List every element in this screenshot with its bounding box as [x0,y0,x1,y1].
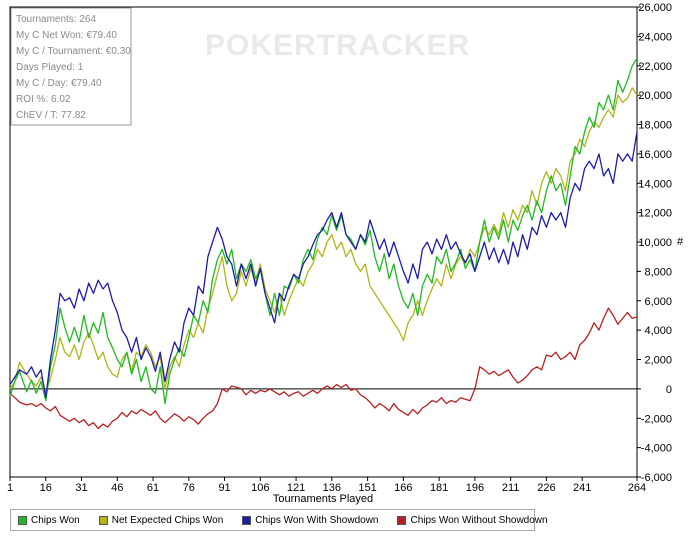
x-tick-label: 61 [147,482,159,494]
x-tick-label: 166 [394,482,412,494]
y-tick-label: 20,000 [638,90,672,102]
y-axis: -6,000 -4,000 -2,000 0 2,000 4,000 6,000 8,000 1… [637,2,672,484]
series-line-chips-won [9,58,638,405]
series-line-without-showdown [9,307,638,430]
legend-swatch-chips-won [18,515,27,525]
watermark-logo: POKERTRACKER [205,29,470,62]
y-tick-label: 22,000 [638,61,672,73]
y-tick-label: 10,000 [638,237,672,249]
y-axis-title: # [677,236,684,248]
stat-days-played: Days Played: 1 [16,62,84,73]
x-axis: 1 16 31 46 61 76 91 106 121 136 151 166 181 196 211 226… [7,477,646,494]
stats-box: Tournaments: 264 My C Net Won: €79.40 My… [10,7,132,126]
stat-chev: ChEV / T: 77.82 [16,110,86,121]
legend-item-with-showdown[interactable]: Chips Won With Showdown [242,515,378,526]
x-tick-label: 264 [628,482,646,494]
stat-per-tournament: My C / Tournament: €0.30 [16,46,131,57]
x-tick-label: 76 [183,482,195,494]
legend: Chips Won Net Expected Chips Won Chips W… [10,509,548,531]
series-line-net-expected [9,87,638,393]
y-tick-label: 6,000 [644,296,672,308]
y-tick-label: 2,000 [644,355,672,367]
y-tick-label: -4,000 [641,443,672,455]
y-tick-label: 8,000 [644,266,672,278]
x-tick-label: 1 [7,482,13,494]
legend-item-without-showdown[interactable]: Chips Won Without Showdown [397,514,548,526]
x-tick-label: 181 [430,482,448,494]
x-tick-label: 16 [40,482,52,494]
x-tick-label: 226 [537,482,555,494]
y-tick-label: -2,000 [641,413,672,425]
y-tick-label: 18,000 [638,120,672,132]
x-tick-label: 196 [466,482,484,494]
legend-item-chips-won[interactable]: Chips Won [18,515,80,526]
x-tick-label: 121 [287,482,305,494]
x-tick-label: 241 [573,482,591,494]
y-tick-label: 4,000 [644,325,672,337]
legend-label: Chips Won Without Showdown [410,514,548,526]
y-tick-label: 16,000 [638,149,672,161]
stat-per-day: My C / Day: €79.40 [16,78,102,89]
x-tick-label: 136 [323,482,341,494]
series-line-with-showdown [9,131,638,399]
legend-label: Net Expected Chips Won [111,514,224,526]
x-tick-label: 211 [502,482,520,494]
y-tick-label: 26,000 [638,2,672,14]
legend-label: Chips Won [31,514,80,526]
stat-roi: ROI %: 6.02 [16,94,71,105]
legend-item-net-expected[interactable]: Net Expected Chips Won [98,514,224,526]
x-tick-label: 31 [75,482,87,494]
legend-swatch-without-showdown [397,515,407,525]
legend-label: Chips Won With Showdown [255,514,379,526]
series-layer [9,58,638,430]
x-tick-label: 46 [111,482,123,494]
y-tick-label: 24,000 [638,31,672,43]
legend-swatch-net-expected [98,515,108,525]
y-tick-label: -6,000 [641,472,672,484]
stat-net-won: My C Net Won: €79.40 [16,30,117,41]
y-tick-label: 12,000 [638,208,672,220]
x-tick-label: 151 [358,482,376,494]
y-tick-label: 14,000 [638,178,672,190]
x-tick-label: 106 [251,482,269,494]
legend-swatch-with-showdown [242,515,252,525]
x-axis-title: Tournaments Played [273,493,373,505]
y-tick-label: 0 [666,384,672,396]
stat-tournaments: Tournaments: 264 [16,14,96,25]
x-tick-label: 91 [218,482,230,494]
